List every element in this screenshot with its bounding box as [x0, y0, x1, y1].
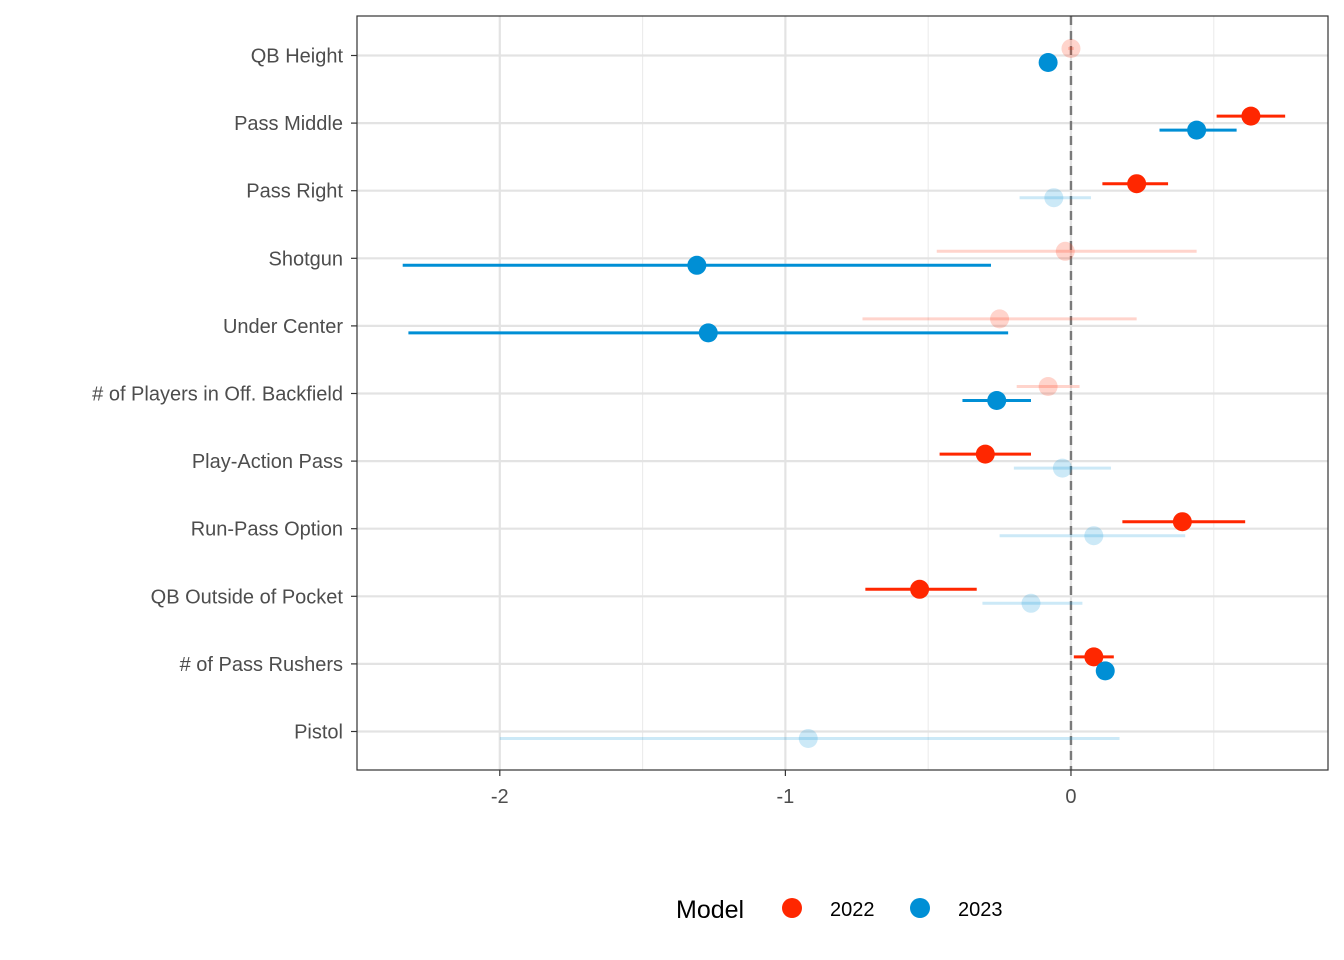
point-2023-play-action-pass	[1052, 458, 1072, 478]
point-2023-run-pass-option	[1084, 526, 1104, 546]
point-2023-under-center	[698, 323, 718, 343]
legend-key-2023	[910, 898, 930, 918]
y-tick-label-play-action-pass: Play-Action Pass	[192, 451, 343, 473]
legend-key-2022	[782, 898, 802, 918]
y-axis: QB Height Pass Middle Pass Right Shotgun Und…	[92, 46, 357, 744]
point-2022-of-pass-rushers	[1084, 647, 1104, 667]
point-2022-of-players-in-off-backfield	[1038, 377, 1058, 396]
point-2022-qb-height	[1061, 39, 1081, 58]
point-2023-of-pass-rushers	[1095, 661, 1115, 681]
y-tick-label-shotgun: Shotgun	[268, 248, 343, 270]
point-2023-pistol	[798, 729, 818, 748]
y-tick-label-run-pass-option: Run-Pass Option	[191, 519, 343, 541]
series-layer	[402, 39, 1286, 748]
point-2022-shotgun	[1055, 241, 1075, 261]
legend-label-2022: 2022	[830, 899, 875, 921]
y-tick-label-qb-outside-of-pocket: QB Outside of Pocket	[151, 586, 344, 608]
y-tick-label-under-center: Under Center	[223, 316, 343, 338]
point-2023-of-players-in-off-backfield	[987, 391, 1007, 410]
y-tick-label-of-players-in-off-backfield: # of Players in Off. Backfield	[92, 384, 343, 406]
y-tick-label-pass-middle: Pass Middle	[234, 113, 343, 135]
point-2023-pass-right	[1044, 188, 1064, 208]
legend-label-2023: 2023	[958, 899, 1003, 921]
point-2022-under-center	[990, 309, 1010, 329]
point-2023-qb-outside-of-pocket	[1021, 593, 1041, 613]
point-2022-run-pass-option	[1172, 512, 1192, 532]
y-tick-label-of-pass-rushers: # of Pass Rushers	[180, 654, 343, 676]
x-tick-label: -2	[491, 786, 509, 808]
point-2022-qb-outside-of-pocket	[910, 579, 930, 599]
point-2023-shotgun	[687, 255, 707, 275]
point-2022-play-action-pass	[975, 444, 995, 464]
y-tick-label-pass-right: Pass Right	[246, 181, 343, 203]
point-2023-pass-middle	[1187, 120, 1207, 140]
x-tick-label: 0	[1065, 786, 1076, 808]
major-gridlines	[357, 16, 1328, 770]
y-tick-label-qb-height: QB Height	[251, 46, 344, 68]
x-axis: -2 -1 0	[491, 770, 1077, 808]
x-tick-label: -1	[776, 786, 794, 808]
legend-title: Model	[676, 896, 744, 924]
point-2023-qb-height	[1038, 53, 1058, 72]
point-2022-pass-right	[1127, 174, 1147, 194]
legend: Model 2022 2023	[676, 896, 1003, 924]
y-tick-label-pistol: Pistol	[294, 722, 343, 744]
point-2022-pass-middle	[1241, 106, 1261, 126]
